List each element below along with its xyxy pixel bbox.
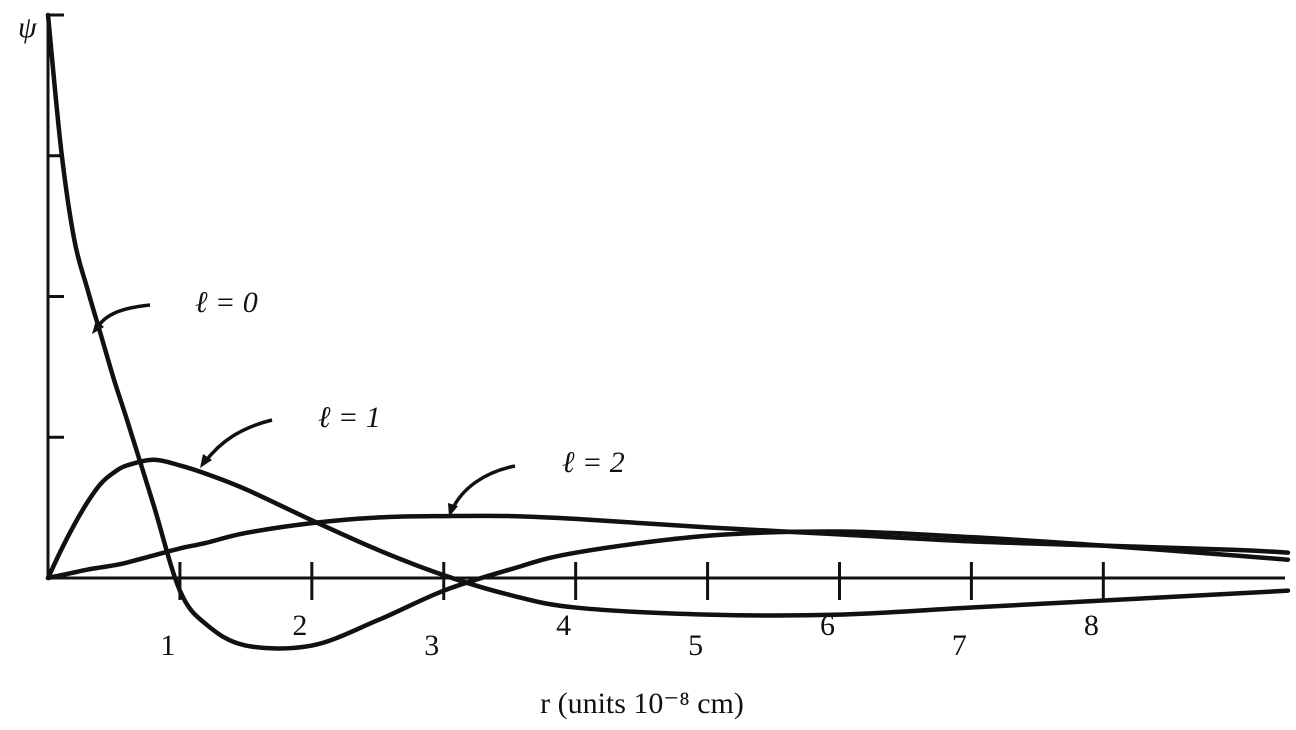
x-tick-label: 8 [1084,609,1099,642]
x-tick-label: 7 [952,629,967,662]
curve-label: ℓ = 1 [318,401,381,434]
x-tick-label: 5 [688,629,703,662]
x-tick-label: 4 [556,609,571,642]
y-axis-label: ψ [18,11,38,44]
x-tick-label: 3 [424,629,439,662]
arrow-head [200,454,212,468]
annotation-arrow [450,464,516,511]
arrow-head [448,503,458,517]
curve-label: ℓ = 2 [562,446,625,479]
curve [45,12,1291,651]
annotation-arrow [203,418,273,464]
x-tick-label: 2 [292,609,307,642]
x-axis-label: r (units 10⁻⁸ cm) [540,687,744,720]
x-tick-label: 1 [160,629,175,662]
curve [45,457,1291,618]
curve [45,513,1291,581]
annotation-arrow [95,303,151,329]
curve-label: ℓ = 0 [195,286,258,319]
